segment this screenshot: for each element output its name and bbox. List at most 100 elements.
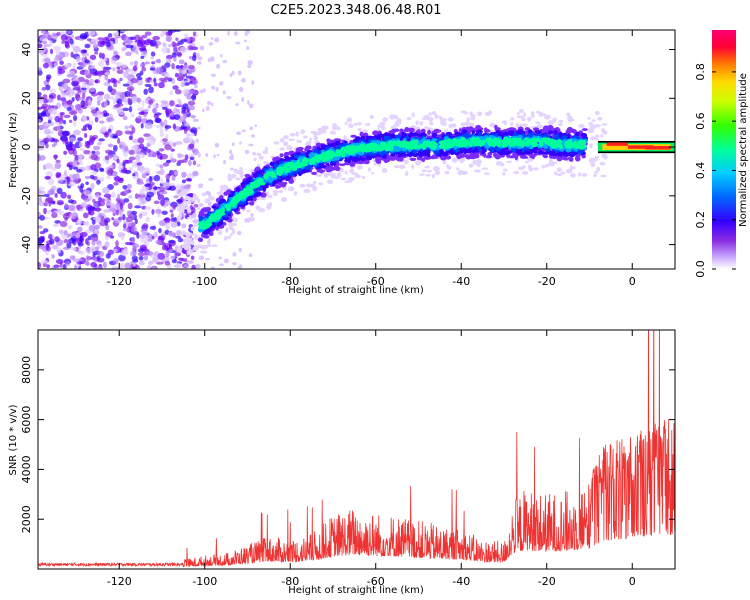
halo-speckle <box>195 244 203 248</box>
ridge-mark <box>398 156 404 162</box>
noise-speckle <box>115 62 123 67</box>
noise-speckle <box>164 144 172 151</box>
ridge-mark <box>203 234 210 239</box>
ridge-mark <box>416 156 421 161</box>
ridge-mark <box>477 127 484 131</box>
noise-speckle <box>103 209 109 213</box>
noise-speckle <box>68 110 77 116</box>
halo-speckle <box>481 167 489 171</box>
halo-speckle <box>369 115 374 120</box>
noise-speckle <box>235 103 239 107</box>
halo-speckle <box>528 166 534 172</box>
ridge-mark <box>390 153 396 157</box>
noise-speckle <box>116 66 121 70</box>
noise-speckle <box>68 233 76 238</box>
noise-speckle <box>127 210 132 214</box>
noise-speckle <box>86 85 90 91</box>
noise-speckle <box>182 88 190 96</box>
noise-speckle <box>162 181 171 189</box>
ridge-mark <box>508 130 515 134</box>
halo-speckle <box>279 138 285 143</box>
noise-speckle <box>205 153 209 157</box>
noise-speckle <box>140 62 146 68</box>
noise-speckle <box>38 244 45 249</box>
noise-speckle <box>219 81 224 86</box>
halo-speckle <box>356 165 363 170</box>
noise-speckle <box>66 177 70 185</box>
halo-speckle <box>558 119 564 123</box>
noise-speckle <box>61 130 70 137</box>
halo-speckle <box>553 171 558 176</box>
noise-speckle <box>77 250 81 254</box>
noise-speckle <box>76 218 83 225</box>
ridge-mark <box>426 155 432 160</box>
noise-speckle <box>132 243 140 249</box>
noise-speckle <box>132 261 136 267</box>
ridge-mark <box>483 129 491 133</box>
noise-speckle <box>117 177 124 184</box>
noise-speckle <box>207 201 212 207</box>
noise-speckle <box>141 34 148 39</box>
noise-speckle <box>186 96 192 100</box>
noise-speckle <box>181 110 186 114</box>
noise-speckle <box>248 253 253 258</box>
noise-speckle <box>71 97 75 103</box>
noise-speckle <box>168 249 174 253</box>
halo-speckle <box>176 205 183 211</box>
noise-speckle <box>152 104 159 108</box>
halo-speckle <box>516 115 524 119</box>
noise-speckle <box>208 177 214 182</box>
ridge-mark <box>401 132 405 137</box>
noise-speckle <box>160 178 164 185</box>
noise-speckle <box>176 262 181 269</box>
noise-speckle <box>89 134 93 142</box>
ridge-mark <box>389 129 396 135</box>
noise-speckle <box>202 88 206 93</box>
noise-speckle <box>123 189 129 195</box>
noise-speckle <box>123 145 129 152</box>
ridge-mark <box>257 174 263 178</box>
halo-speckle <box>403 159 409 165</box>
noise-speckle <box>38 189 43 195</box>
noise-speckle <box>96 91 105 96</box>
noise-speckle <box>238 264 243 269</box>
noise-speckle <box>63 119 67 125</box>
ridge-mark <box>420 151 428 156</box>
noise-speckle <box>83 212 89 219</box>
noise-speckle <box>137 137 145 144</box>
noise-speckle <box>171 52 177 58</box>
ridge-mark <box>494 155 501 160</box>
noise-speckle <box>114 54 121 59</box>
noise-speckle <box>72 247 77 251</box>
noise-speckle <box>80 183 85 189</box>
noise-speckle <box>87 30 96 36</box>
noise-speckle <box>128 195 133 199</box>
noise-speckle <box>67 199 75 204</box>
halo-speckle <box>588 143 593 149</box>
noise-speckle <box>106 175 112 180</box>
noise-speckle <box>78 142 84 148</box>
noise-speckle <box>55 159 61 163</box>
ridge-mark <box>249 196 253 201</box>
noise-speckle <box>39 230 46 235</box>
noise-speckle <box>232 262 237 266</box>
halo-speckle <box>323 172 329 178</box>
ridge-mark <box>308 153 316 157</box>
noise-speckle <box>82 49 88 53</box>
noise-speckle <box>137 252 146 257</box>
halo-speckle <box>229 233 233 237</box>
noise-speckle <box>119 203 124 210</box>
noise-speckle <box>38 112 46 117</box>
ridge-mark <box>581 128 588 131</box>
noise-speckle <box>115 130 123 136</box>
noise-speckle <box>89 174 95 180</box>
noise-speckle <box>107 85 113 93</box>
noise-speckle <box>117 216 123 221</box>
noise-speckle <box>117 137 121 144</box>
ridge-mark <box>327 143 334 148</box>
noise-speckle <box>170 148 175 152</box>
noise-speckle <box>84 43 91 49</box>
noise-speckle <box>169 100 175 107</box>
ridge-mark <box>400 128 404 133</box>
noise-speckle <box>49 238 55 245</box>
